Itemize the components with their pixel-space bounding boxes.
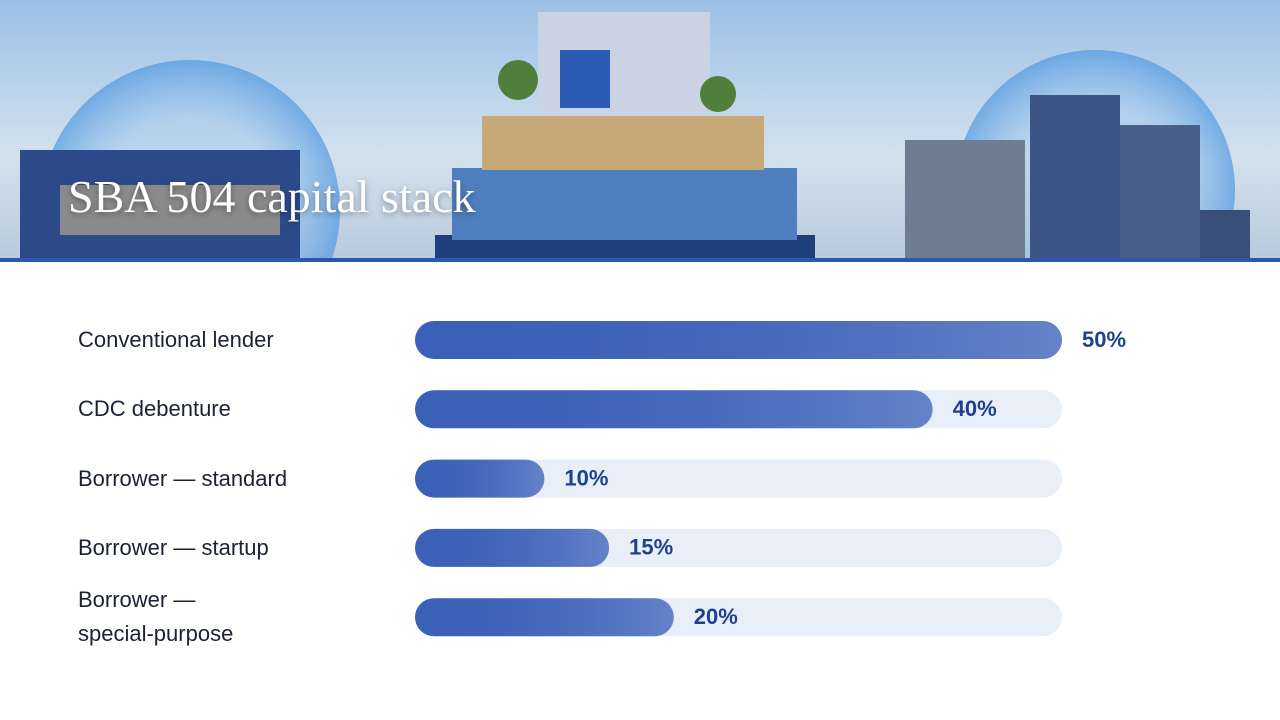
bar-sheen xyxy=(415,528,610,567)
value-label: 15% xyxy=(629,535,673,560)
value-label: 10% xyxy=(564,465,608,490)
header-banner xyxy=(0,0,1280,262)
bar-sheen xyxy=(415,598,674,637)
value-label: 40% xyxy=(953,396,997,421)
category-label: Conventional lender xyxy=(78,327,274,352)
bar-sheen xyxy=(415,459,545,498)
category-label: Borrower — standard xyxy=(78,465,288,491)
bar-sheen xyxy=(415,321,1062,359)
value-label: 50% xyxy=(1082,327,1126,352)
category-label: Borrower — special-purpose xyxy=(78,587,234,647)
chart: 50% 40% 10% 15% 20% xyxy=(415,321,1126,637)
category-label: Borrower — startup xyxy=(78,534,269,560)
category-label: CDC debenture xyxy=(78,396,231,422)
chart-title: SBA 504 capital stack xyxy=(68,171,476,222)
bar-sheen xyxy=(415,390,933,429)
bar-track xyxy=(415,459,1062,498)
value-label: 20% xyxy=(694,604,738,629)
